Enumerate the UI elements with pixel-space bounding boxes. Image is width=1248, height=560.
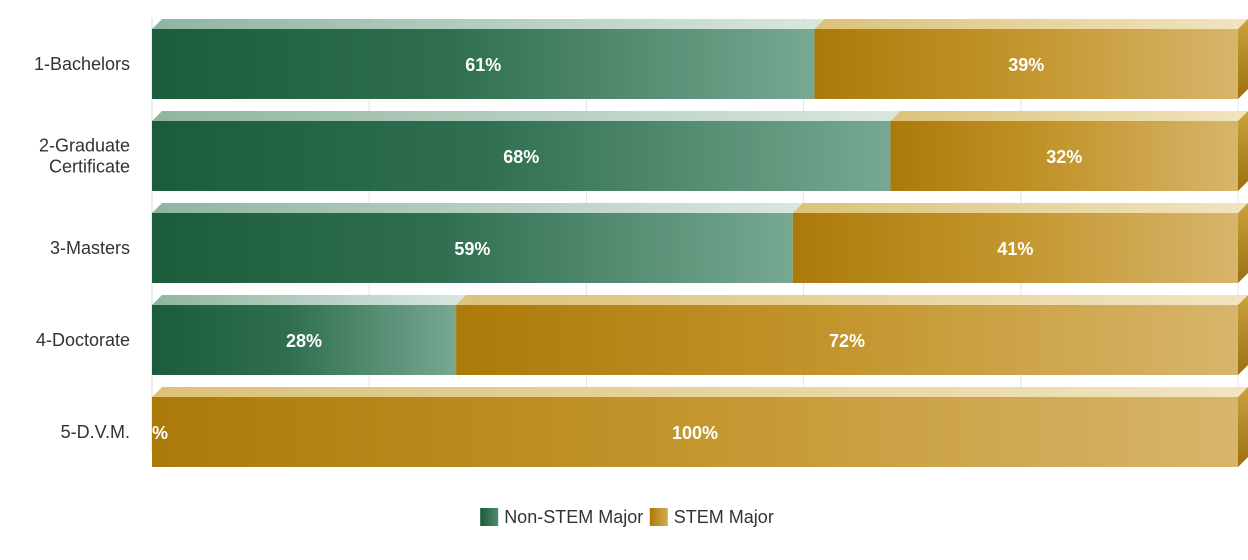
bar-stem-major-4-top [456, 295, 1248, 305]
bar-stem-major-5-side [1238, 387, 1248, 467]
legend-item-stem-major: STEM Major [649, 507, 774, 527]
bar-non-stem-major-1 [152, 29, 815, 99]
data-label-non-stem-major-4: 28% [286, 331, 322, 351]
legend-swatch-stem-major [649, 508, 668, 526]
legend-label-stem-major: STEM Major [674, 507, 774, 527]
bar-non-stem-major-2-top [152, 111, 901, 121]
data-labels: 61% 39% 68% 32% 59% 41% 28% 72%% 100% [152, 55, 1082, 443]
legend: Non-STEM Major STEM Major [480, 507, 774, 527]
data-label-non-stem-major-2: 68% [503, 147, 539, 167]
bar-non-stem-major-3 [152, 213, 793, 283]
bar-stem-major-1-top [814, 19, 1248, 29]
bar-stem-major-5 [152, 397, 1238, 467]
legend-swatch-non-stem-major [480, 508, 499, 526]
bar-non-stem-major-3-top [152, 203, 803, 213]
bar-stem-major-2-top [890, 111, 1248, 121]
bar-stem-major-4-side [1238, 295, 1248, 375]
data-label-stem-major-4: 72% [829, 331, 865, 351]
data-label-stem-major-3: 41% [997, 239, 1033, 259]
bar-non-stem-major-2 [152, 121, 891, 191]
bar-stem-major-4 [456, 305, 1239, 375]
bar-stem-major-3-top [792, 203, 1248, 213]
bar-stem-major-3 [792, 213, 1238, 283]
bar-stem-major-2 [890, 121, 1238, 191]
bar-stem-major-1 [814, 29, 1238, 99]
category-label-3: 3-Masters [50, 238, 130, 258]
bar-stem-major-3-side [1238, 203, 1248, 283]
category-labels: 1-Bachelors 2-Graduate Certificate 3-Master… [34, 54, 130, 442]
data-label-non-stem-major-3: 59% [454, 239, 490, 259]
bar-non-stem-major-4-top [152, 295, 467, 305]
bar-stem-major-1-side [1238, 19, 1248, 99]
data-label-non-stem-major-5: % [152, 423, 168, 443]
data-label-stem-major-1: 39% [1008, 55, 1044, 75]
legend-item-non-stem-major: Non-STEM Major [480, 507, 643, 527]
bar-stem-major-5-top [152, 387, 1248, 397]
bar-stem-major-2-side [1238, 111, 1248, 191]
data-label-non-stem-major-1: 61% [465, 55, 501, 75]
data-label-stem-major-2: 32% [1046, 147, 1082, 167]
category-label-4: 4-Doctorate [36, 330, 130, 350]
data-label-stem-major-5: 100% [672, 423, 718, 443]
legend-label-non-stem-major: Non-STEM Major [504, 507, 643, 527]
category-label-1: 1-Bachelors [34, 54, 130, 74]
bar-non-stem-major-4 [152, 305, 457, 375]
category-label-2: 2-Graduate Certificate [39, 136, 130, 177]
bars [152, 19, 1248, 467]
category-label-5: 5-D.V.M. [61, 422, 130, 442]
bar-non-stem-major-1-top [152, 19, 825, 29]
